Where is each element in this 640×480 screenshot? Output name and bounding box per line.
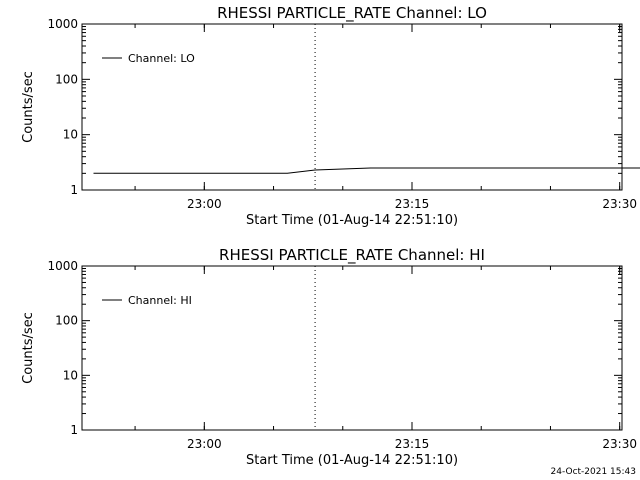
x-tick-label: 23:00 [187,197,222,211]
y-tick-label: 10 [63,368,78,382]
y-tick-label: 10 [63,128,78,142]
y-tick-label: 1000 [47,259,78,273]
y-axis-label: Counts/sec [21,71,36,143]
x-tick-label: 23:30 [602,197,637,211]
y-tick-label: 1000 [47,17,78,31]
footer-timestamp: 24-Oct-2021 15:43 [550,467,636,477]
y-tick-label: 100 [55,314,78,328]
chart-title: RHESSI PARTICLE_RATE Channel: LO [217,4,487,23]
y-tick-label: 1 [70,423,78,437]
x-tick-label: 23:15 [395,437,430,451]
x-tick-label: 23:00 [187,437,222,451]
legend-label: Channel: HI [128,294,192,307]
x-axis-label: Start Time (01-Aug-14 22:51:10) [246,453,458,468]
y-tick-label: 100 [55,72,78,86]
plot-frame [81,265,623,431]
series-line [93,167,640,174]
x-tick-label: 23:15 [395,197,430,211]
y-axis-label: Counts/sec [21,312,36,384]
x-tick-label: 23:30 [602,437,637,451]
x-axis-label: Start Time (01-Aug-14 22:51:10) [246,213,458,228]
y-tick-label: 1 [70,183,78,197]
legend-label: Channel: LO [128,52,195,65]
plot-frame [81,23,623,191]
chart-title: RHESSI PARTICLE_RATE Channel: HI [219,246,485,265]
